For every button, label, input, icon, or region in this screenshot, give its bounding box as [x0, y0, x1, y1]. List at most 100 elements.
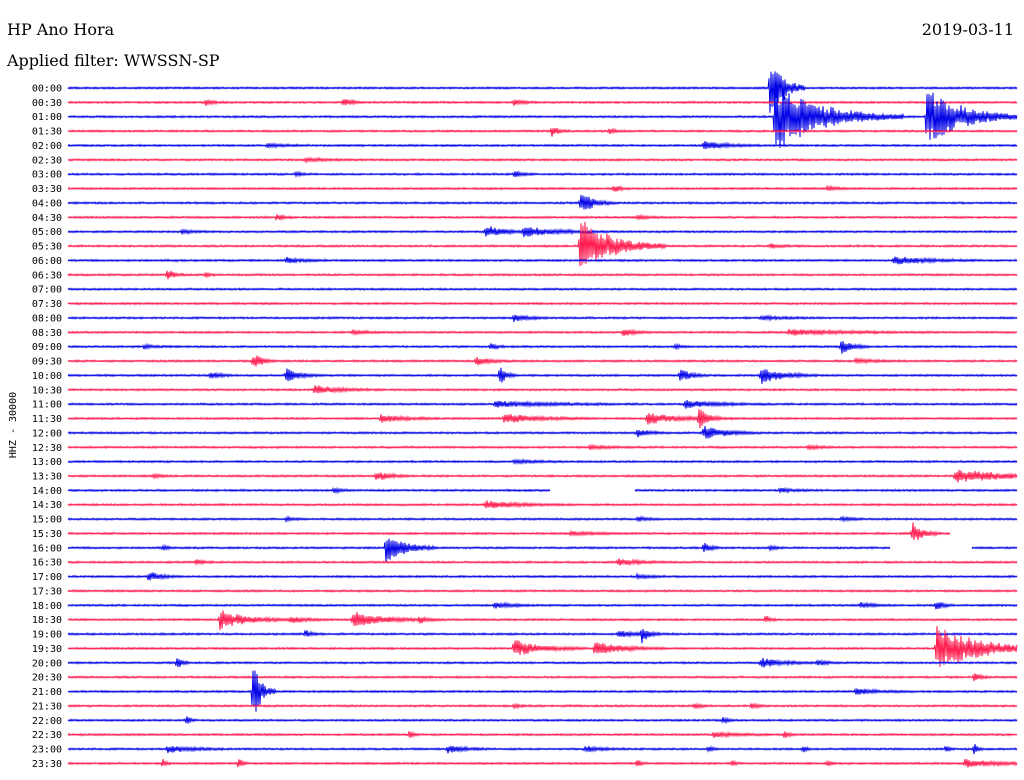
- time-tick-label: 01:00: [32, 112, 62, 123]
- trace-row-0600: [67, 256, 1018, 265]
- trace-row-2330: [67, 758, 1018, 768]
- trace-row-2200: [67, 716, 1018, 725]
- trace-row-0800: [67, 314, 1018, 322]
- trace-row-1600: [67, 538, 1018, 563]
- time-tick-label: 03:30: [32, 184, 62, 195]
- time-tick-label: 06:30: [32, 270, 62, 281]
- trace-row-2000: [67, 657, 1018, 668]
- trace-row-1500: [67, 515, 1018, 523]
- time-tick-label: 06:00: [32, 256, 62, 267]
- time-tick-label: 07:00: [32, 285, 62, 296]
- trace-row-0430: [67, 213, 1018, 222]
- time-tick-label: 11:30: [32, 414, 62, 425]
- trace-row-0700: [67, 287, 1018, 292]
- trace-row-1900: [67, 628, 1018, 644]
- filter-label: Applied filter: WWSSN-SP: [7, 51, 220, 70]
- trace-row-1030: [67, 385, 1018, 394]
- trace-row-0000: [67, 71, 1018, 113]
- time-tick-label: 00:30: [32, 98, 62, 109]
- time-tick-label: 13:30: [32, 471, 62, 482]
- time-tick-label: 13:00: [32, 457, 62, 468]
- time-tick-label: 04:30: [32, 213, 62, 224]
- trace-row-1830: [67, 610, 1018, 631]
- time-tick-label: 15:00: [32, 515, 62, 526]
- time-tick-label: 17:00: [32, 572, 62, 583]
- trace-row-1000: [67, 367, 1018, 384]
- trace-row-0530: [67, 221, 1018, 267]
- trace-row-0500: [67, 226, 1018, 238]
- trace-row-0830: [67, 328, 1018, 337]
- trace-row-1530: [67, 522, 951, 541]
- trace-row-1430: [67, 500, 1018, 509]
- time-tick-label: 19:00: [32, 630, 62, 641]
- trace-row-1230: [67, 443, 1018, 451]
- trace-row-1930: [67, 626, 1018, 667]
- trace-row-1200: [67, 425, 1018, 439]
- time-tick-label: 14:00: [32, 486, 62, 497]
- trace-row-1800: [67, 601, 1018, 610]
- time-tick-label: 01:30: [32, 127, 62, 138]
- time-tick-label: 10:30: [32, 385, 62, 396]
- trace-row-0400: [67, 194, 1018, 210]
- time-tick-label: 12:30: [32, 443, 62, 454]
- time-tick-label: 02:00: [32, 141, 62, 152]
- trace-row-1630: [67, 558, 1018, 567]
- time-tick-label: 19:30: [32, 644, 62, 655]
- time-tick-label: 02:30: [32, 155, 62, 166]
- time-tick-label: 00:00: [32, 84, 62, 95]
- time-tick-label: 18:30: [32, 615, 62, 626]
- trace-row-2100: [67, 670, 1018, 712]
- trace-row-1130: [67, 409, 1018, 429]
- time-tick-label: 12:00: [32, 428, 62, 439]
- trace-row-0100: [67, 81, 1018, 149]
- time-tick-label: 14:30: [32, 500, 62, 511]
- trace-row-0930: [67, 355, 1018, 367]
- trace-row-0630: [67, 270, 1018, 280]
- time-tick-label: 17:30: [32, 586, 62, 597]
- trace-row-1700: [67, 572, 1018, 581]
- trace-row-1100: [67, 399, 1018, 409]
- trace-row-0300: [67, 170, 1018, 178]
- time-tick-label: 04:00: [32, 198, 62, 209]
- time-tick-label: 03:00: [32, 170, 62, 181]
- time-tick-label: 21:00: [32, 687, 62, 698]
- time-tick-label: 08:30: [32, 328, 62, 339]
- time-tick-label: 22:30: [32, 730, 62, 741]
- trace-row-1300: [67, 457, 1018, 466]
- trace-row-0230: [67, 156, 1018, 164]
- station-title: HP Ano Hora: [7, 20, 115, 39]
- time-tick-label: 20:00: [32, 658, 62, 669]
- trace-row-0900: [67, 341, 1018, 354]
- trace-row-0130: [67, 127, 1018, 137]
- trace-row-0200: [67, 141, 1018, 150]
- trace-row-0330: [67, 184, 1018, 192]
- time-tick-label: 11:00: [32, 400, 62, 411]
- channel-label: HHZ - 30000: [8, 392, 19, 458]
- time-tick-label: 07:30: [32, 299, 62, 310]
- trace-row-2130: [67, 702, 1018, 710]
- time-labels: 00:00 00:30 01:00 01:30 02:00 02:30 03:00 03:30…: [32, 84, 62, 770]
- trace-row-1400: [67, 486, 1018, 495]
- trace-row-0730: [67, 301, 1018, 306]
- time-tick-label: 23:30: [32, 759, 62, 770]
- time-tick-label: 16:30: [32, 558, 62, 569]
- date-label: 2019-03-11: [921, 20, 1014, 39]
- time-tick-label: 08:00: [32, 313, 62, 324]
- time-tick-label: 23:00: [32, 745, 62, 756]
- time-tick-label: 05:00: [32, 227, 62, 238]
- trace-row-0030: [67, 98, 1018, 106]
- trace-row-2300: [67, 744, 1018, 755]
- trace-row-2230: [67, 730, 1018, 739]
- seismic-traces: [67, 71, 1018, 768]
- time-tick-label: 21:30: [32, 701, 62, 712]
- trace-row-1330: [67, 469, 1018, 483]
- time-tick-label: 10:00: [32, 371, 62, 382]
- time-tick-label: 16:00: [32, 543, 62, 554]
- trace-row-1730: [67, 588, 1018, 593]
- time-tick-label: 09:00: [32, 342, 62, 353]
- time-tick-label: 15:30: [32, 529, 62, 540]
- time-tick-label: 05:30: [32, 242, 62, 253]
- time-tick-label: 22:00: [32, 716, 62, 727]
- time-tick-label: 20:30: [32, 673, 62, 684]
